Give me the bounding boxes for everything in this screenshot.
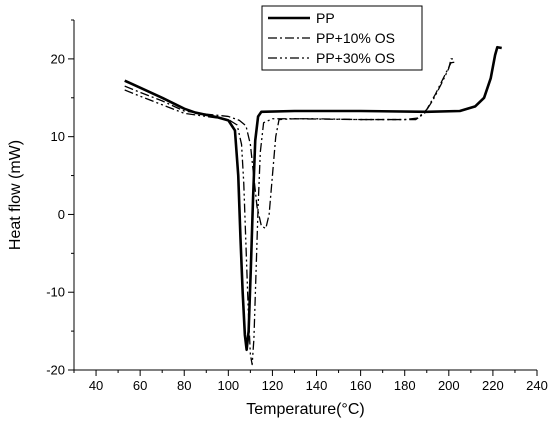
legend-label: PP+10% OS bbox=[316, 30, 395, 46]
y-axis-title: Heat flow (mW) bbox=[7, 140, 24, 250]
x-tick-label: 180 bbox=[394, 378, 416, 393]
plot-frame bbox=[73, 20, 537, 371]
x-tick-label: 240 bbox=[526, 378, 548, 393]
x-tick-label: 60 bbox=[133, 378, 147, 393]
x-axis-ticks: 40 60 80 100 120 140 160 180 200 220 240 bbox=[73, 370, 548, 393]
legend-label: PP bbox=[316, 10, 335, 26]
y-tick-label: 10 bbox=[51, 129, 65, 144]
x-tick-label: 80 bbox=[177, 378, 191, 393]
y-tick-label: -10 bbox=[46, 285, 65, 300]
legend: PP PP+10% OS PP+30% OS bbox=[261, 5, 423, 71]
y-tick-label: 20 bbox=[51, 51, 65, 66]
series-line-1 bbox=[124, 45, 502, 352]
series-line-3 bbox=[124, 58, 456, 366]
x-tick-label: 200 bbox=[438, 378, 460, 393]
x-tick-label: 160 bbox=[350, 378, 372, 393]
series-line-2 bbox=[124, 61, 456, 230]
y-tick-label: -20 bbox=[46, 363, 65, 378]
legend-label: PP+30% OS bbox=[316, 50, 395, 66]
x-tick-label: 220 bbox=[482, 378, 504, 393]
x-tick-label: 40 bbox=[89, 378, 103, 393]
x-tick-label: 140 bbox=[306, 378, 328, 393]
x-tick-label: 100 bbox=[217, 378, 239, 393]
x-tick-label: 120 bbox=[262, 378, 284, 393]
x-axis-title: Temperature(°C) bbox=[246, 401, 364, 418]
series-layer bbox=[124, 45, 502, 366]
y-axis-ticks: -20 -10 0 10 20 bbox=[46, 19, 74, 378]
y-tick-label: 0 bbox=[58, 207, 65, 222]
